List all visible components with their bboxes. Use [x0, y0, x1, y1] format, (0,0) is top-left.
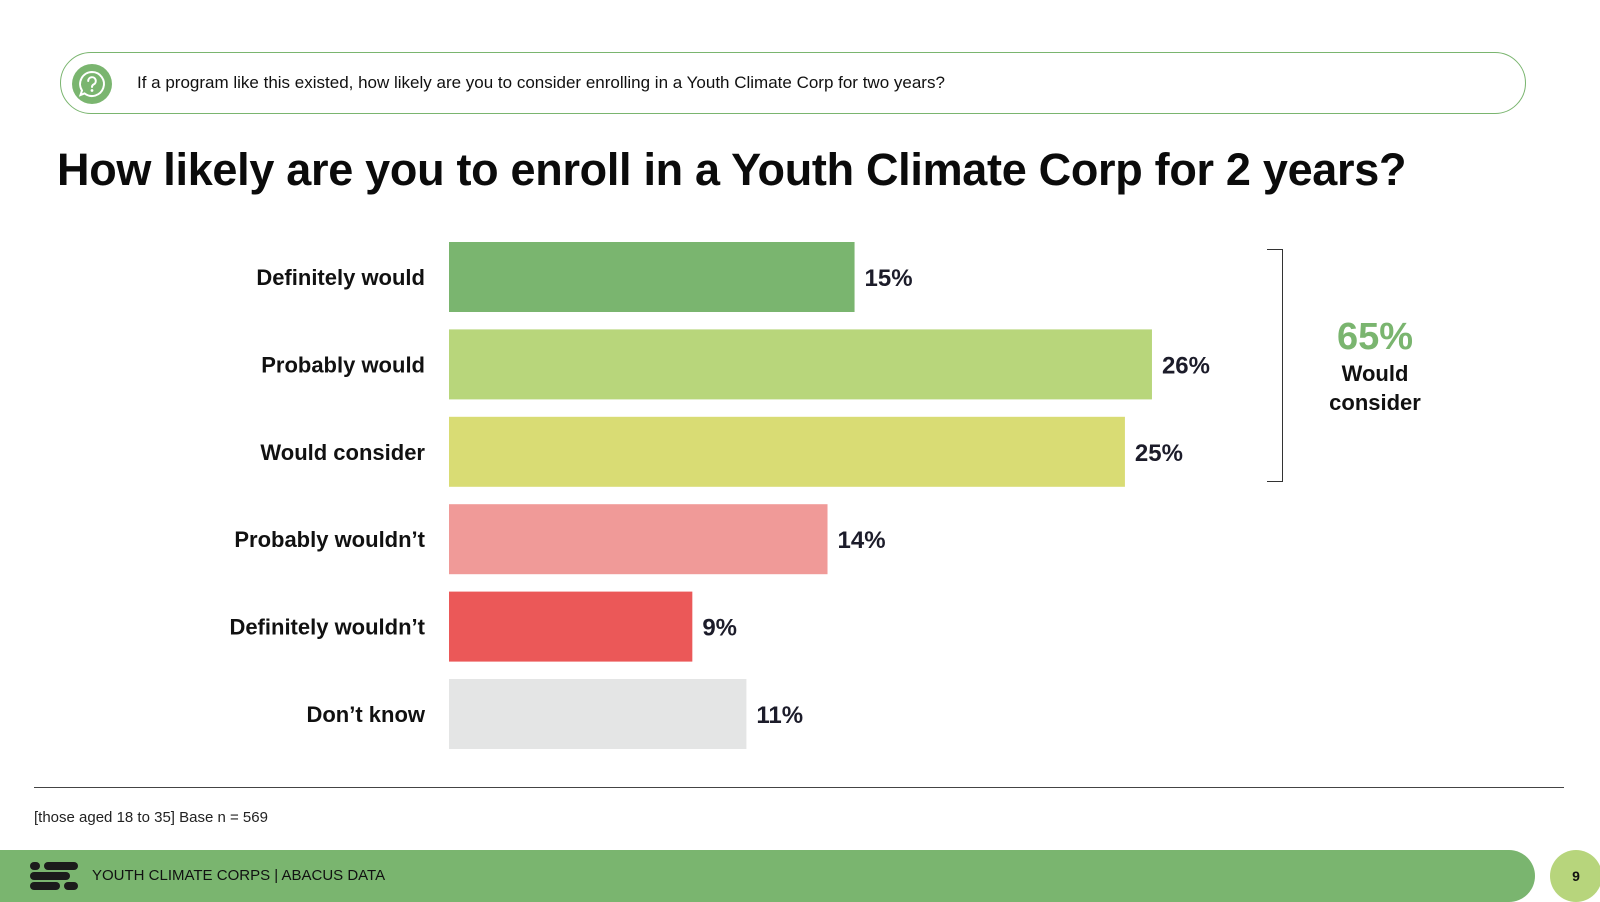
bar: [449, 329, 1152, 400]
question-bubble-icon: [72, 64, 112, 104]
bar: [449, 591, 693, 662]
slide-title: How likely are you to enroll in a Youth …: [57, 144, 1407, 195]
page-number: 9: [1550, 850, 1600, 902]
question-text: If a program like this existed, how like…: [137, 73, 945, 92]
category-label: Definitely wouldn’t: [229, 615, 425, 640]
value-label: 14%: [838, 527, 886, 554]
abacus-logo-icon: [30, 862, 78, 890]
category-label: Probably wouldn’t: [234, 527, 425, 552]
value-label: 15%: [865, 265, 913, 292]
category-label: Definitely would: [256, 265, 425, 290]
question-banner: If a program like this existed, how like…: [60, 52, 1526, 114]
summary-annotation: 65% Would consider: [1300, 315, 1450, 417]
category-label: Would consider: [260, 440, 425, 465]
value-label: 9%: [702, 615, 737, 642]
value-label: 25%: [1135, 440, 1183, 467]
value-label: 26%: [1162, 352, 1210, 379]
bar: [449, 679, 747, 749]
summary-bracket: [1267, 249, 1283, 482]
category-label: Probably would: [261, 352, 425, 377]
bar-chart: Definitely would 15% Probably would 26% Woul…: [229, 242, 1210, 749]
footer-text: YOUTH CLIMATE CORPS | ABACUS DATA: [92, 867, 386, 884]
footer-divider: [34, 787, 1564, 788]
footer-bar: YOUTH CLIMATE CORPS | ABACUS DATA: [0, 850, 1535, 902]
bar: [449, 504, 828, 575]
value-label: 11%: [756, 702, 803, 729]
category-label: Don’t know: [306, 702, 425, 727]
summary-value: 65%: [1336, 316, 1414, 358]
summary-label: Would consider: [1329, 361, 1421, 415]
bar: [449, 416, 1125, 487]
bar: [449, 242, 855, 312]
base-note: [those aged 18 to 35] Base n = 569: [34, 809, 268, 826]
